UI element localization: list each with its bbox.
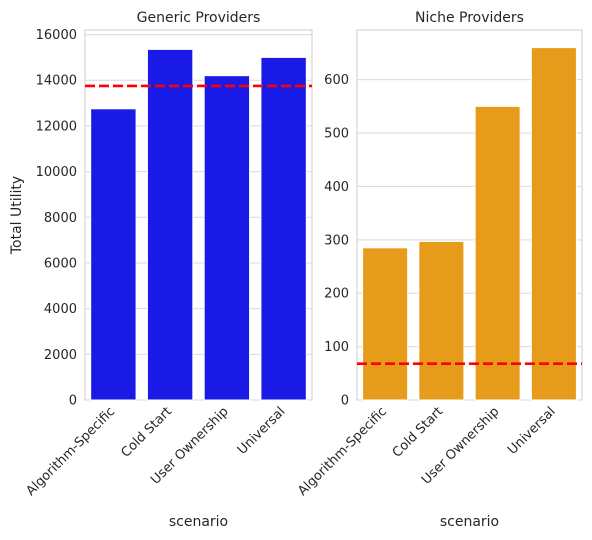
y-tick-label-generic-0: 0 [69,394,77,409]
x-tick-label-generic-0: Algorithm-Specific [23,404,118,499]
y-tick-label-generic-7: 14000 [36,74,77,89]
panel-title-generic: Generic Providers [137,10,261,26]
y-tick-label-generic-4: 8000 [44,211,77,226]
bars-generic [90,48,307,401]
y-tick-label-generic-6: 12000 [36,119,77,134]
bar-niche-3 [530,47,577,401]
bar-niche-1 [418,240,465,401]
x-tick-label-niche-3: Universal [505,404,559,458]
y-tick-label-niche-6: 600 [324,73,349,88]
y-ticks-generic: 0 2000 4000 6000 8000 10000 12000 14000 16000 [36,28,77,408]
bars-niche [362,47,577,401]
y-tick-label-generic-5: 10000 [36,165,77,180]
bar-generic-1 [146,48,194,401]
niche-providers-panel: 0 100 200 300 400 500 600 Algorithm-Specific Co… [295,10,583,530]
y-ticks-niche: 0 100 200 300 400 500 600 [324,73,349,408]
x-tick-label-generic-1: Cold Start [119,404,175,460]
y-tick-label-generic-2: 4000 [44,302,77,317]
x-tick-label-niche-0: Algorithm-Specific [295,404,390,499]
y-tick-label-generic-8: 16000 [36,28,77,43]
generic-providers-panel: 0 2000 4000 6000 8000 10000 12000 14000 16000 Al… [9,10,313,530]
panel-title-niche: Niche Providers [415,10,524,26]
bar-niche-0 [362,247,409,401]
y-tick-label-niche-3: 300 [324,233,349,248]
y-tick-label-generic-3: 6000 [44,256,77,271]
x-axis-title-generic: scenario [169,514,228,530]
x-tick-label-generic-3: Universal [235,404,289,458]
bar-niche-2 [474,105,521,401]
x-axis-title-niche: scenario [440,514,499,530]
bar-generic-2 [203,75,251,401]
x-tick-label-niche-1: Cold Start [390,404,446,460]
y-tick-label-niche-4: 400 [324,180,349,195]
y-tick-label-niche-2: 200 [324,287,349,302]
y-tick-label-niche-0: 0 [341,394,349,409]
y-tick-label-niche-5: 500 [324,127,349,142]
bar-generic-0 [90,108,137,401]
bar-generic-3 [260,56,307,401]
y-tick-label-niche-1: 100 [324,340,349,355]
y-axis-title-generic: Total Utility [9,176,25,255]
y-tick-label-generic-1: 2000 [44,348,77,363]
